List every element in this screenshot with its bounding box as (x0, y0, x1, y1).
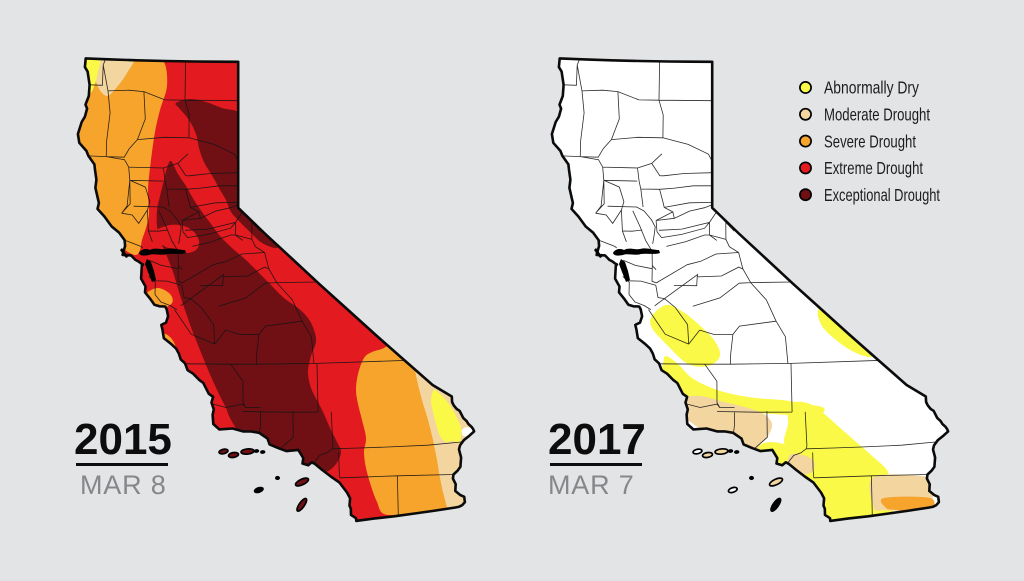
svg-text:Severe Drought: Severe Drought (824, 131, 916, 151)
svg-text:Extreme Drought: Extreme Drought (824, 158, 923, 178)
svg-text:Moderate Drought: Moderate Drought (824, 105, 930, 125)
svg-text:Abnormally Dry: Abnormally Dry (824, 78, 919, 98)
svg-text:Exceptional Drought: Exceptional Drought (824, 185, 940, 205)
